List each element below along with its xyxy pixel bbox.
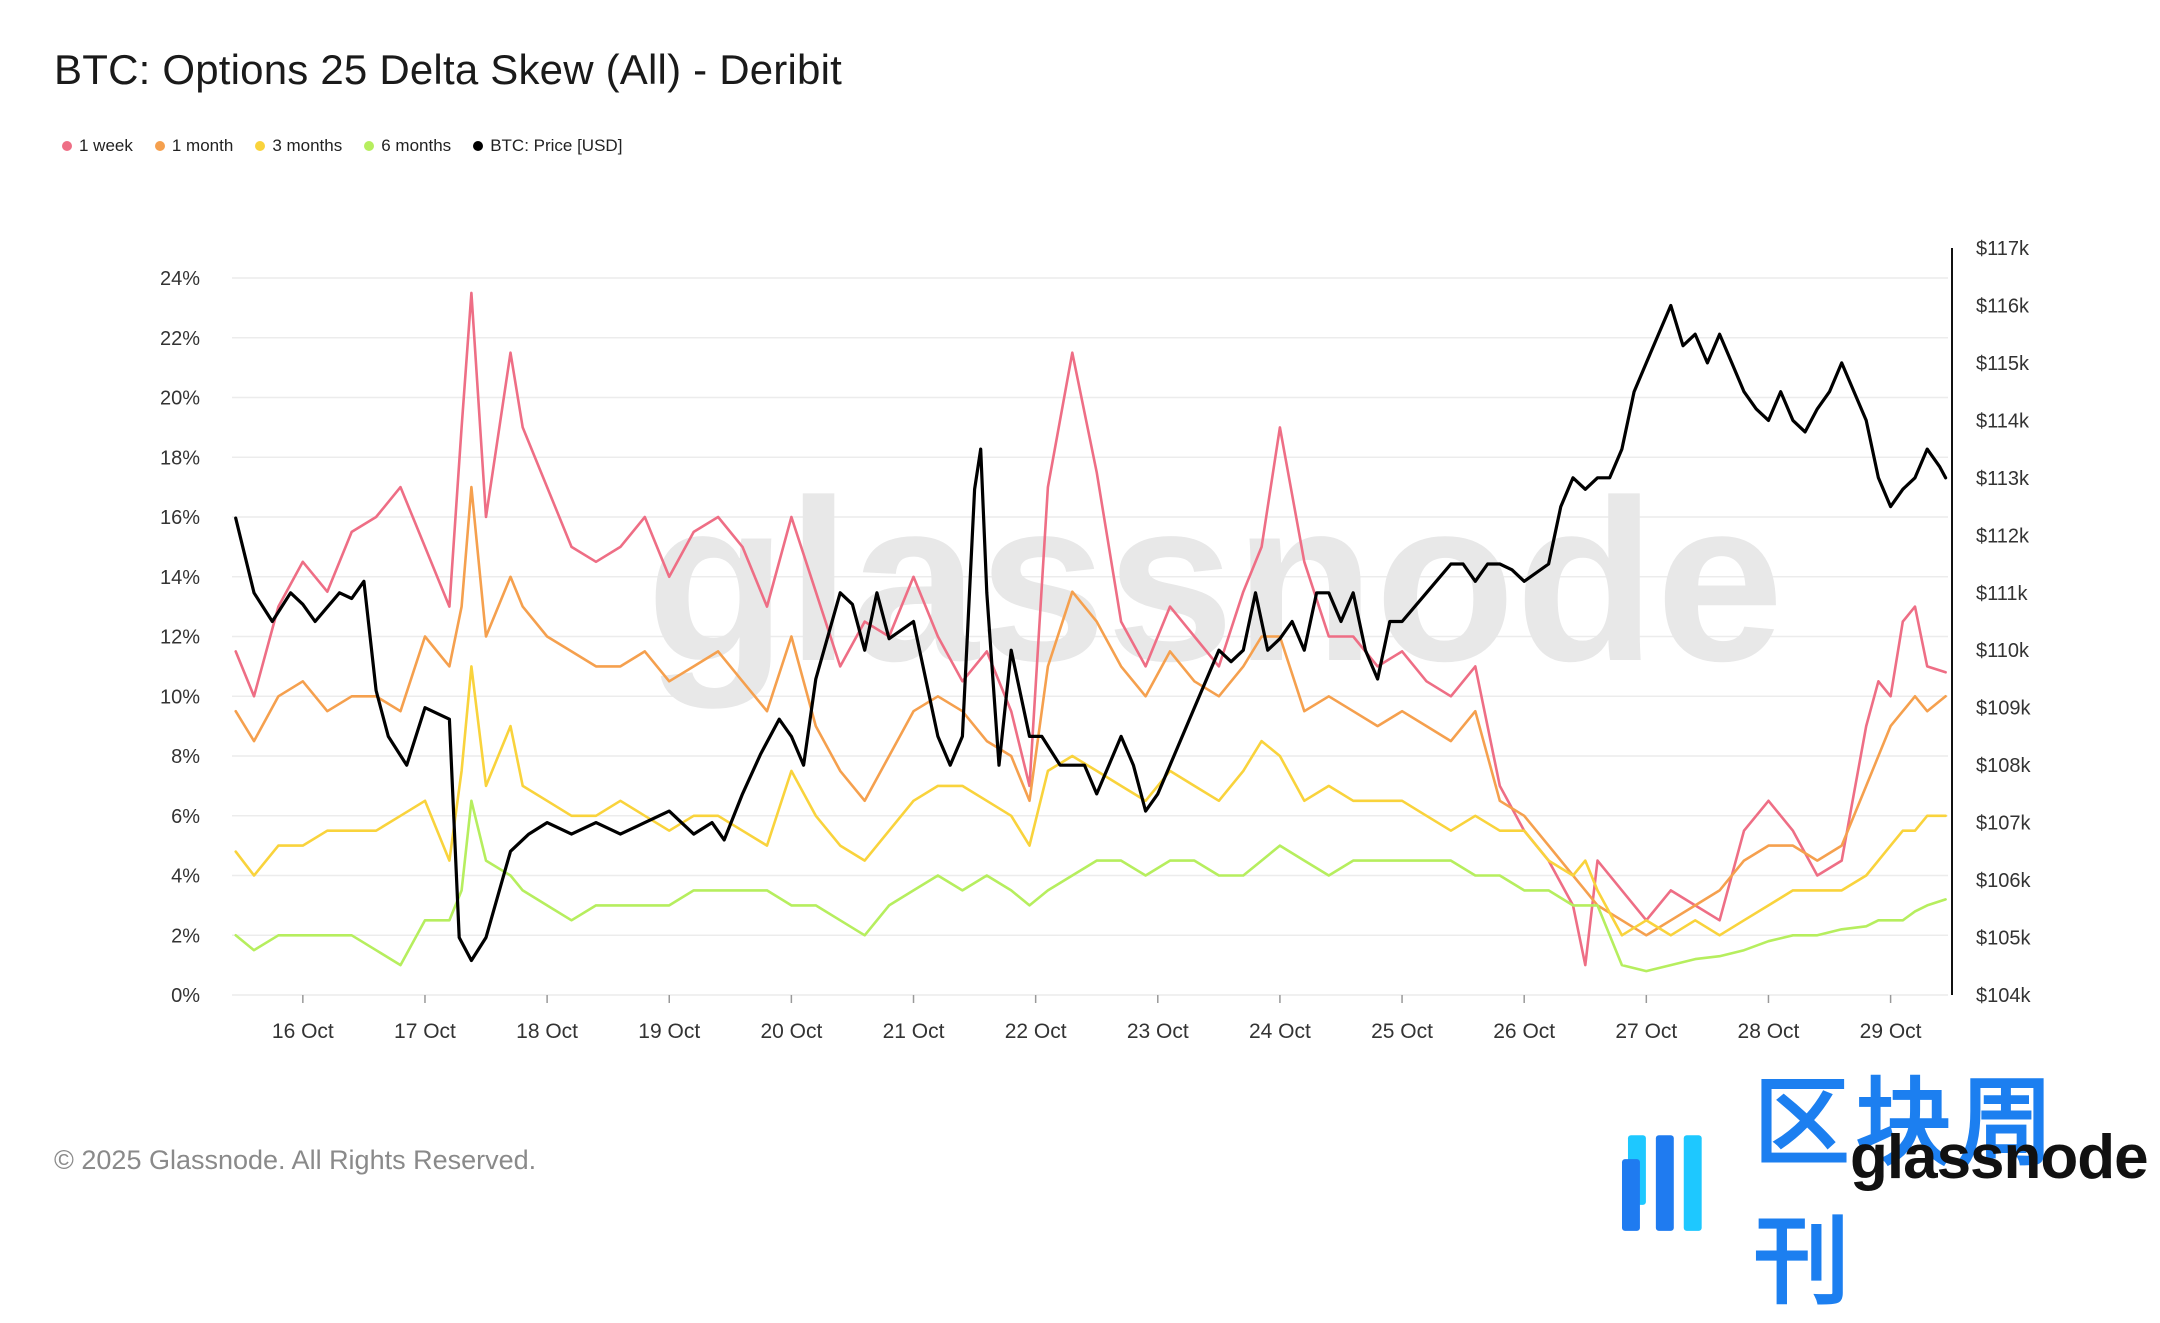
legend-label-btc-price: BTC: Price [USD] xyxy=(490,136,623,155)
y-right-tick-label: $104k xyxy=(1976,985,2031,1007)
series-line-btc-price-usd[interactable] xyxy=(234,303,1948,963)
legend-dot-3-months xyxy=(255,141,266,151)
legend-label-1-month: 1 month xyxy=(171,136,234,155)
legend: 1 week 1 month 3 months 6 months BTC: Pr… xyxy=(62,136,622,156)
y-axis-left: 0% 2% 4% 6% 8% 10% 12% 14% 16% 18% 20% 22% 24% xyxy=(160,268,200,1007)
legend-label-1-week: 1 week xyxy=(79,136,133,155)
x-tick-label: 28 Oct xyxy=(1738,1020,1800,1043)
legend-item-1-week[interactable]: 1 week xyxy=(62,136,133,156)
x-tick-label: 16 Oct xyxy=(272,1020,334,1043)
legend-label-6-months: 6 months xyxy=(381,136,452,155)
y-right-tick-label: $109k xyxy=(1976,698,2031,720)
series-line-1-month[interactable] xyxy=(234,485,1947,937)
y-left-tick-label: 0% xyxy=(171,985,200,1007)
y-axis-right: $104k $105k $106k $107k $108k $109k $110k $111k… xyxy=(1976,238,2031,1007)
copyright-footer: © 2025 Glassnode. All Rights Reserved. xyxy=(54,1145,537,1175)
legend-dot-1-week xyxy=(62,141,72,151)
series-line-3-months[interactable] xyxy=(234,665,1947,937)
y-left-tick-label: 16% xyxy=(160,507,200,529)
y-left-tick-label: 2% xyxy=(171,925,200,947)
x-tick-label: 22 Oct xyxy=(1005,1020,1067,1043)
x-tick-label: 23 Oct xyxy=(1127,1020,1189,1043)
y-right-tick-label: $115k xyxy=(1976,353,2030,375)
x-tick-label: 21 Oct xyxy=(883,1020,945,1043)
x-tick-label: 25 Oct xyxy=(1371,1020,1433,1043)
y-left-tick-label: 14% xyxy=(160,567,200,589)
y-left-tick-label: 4% xyxy=(171,866,200,888)
x-tick-label: 29 Oct xyxy=(1860,1020,1922,1043)
y-right-tick-label: $117k xyxy=(1976,238,2030,260)
y-right-tick-label: $108k xyxy=(1976,755,2031,777)
glassnode-logo-text: glassnode xyxy=(1850,1123,2149,1192)
chart-area: glassnode 0% 2% 4% 6% 8% 10% 12% 14% 16% 18% 20% 22… xyxy=(160,238,2032,1043)
y-left-tick-label: 8% xyxy=(171,746,200,768)
y-right-tick-label: $111k xyxy=(1976,583,2029,605)
series-line-1-week[interactable] xyxy=(234,291,1947,967)
legend-item-3-months[interactable]: 3 months xyxy=(255,136,342,156)
blockweekly-logo-mark-icon xyxy=(1621,1135,1702,1231)
y-left-tick-label: 10% xyxy=(160,686,200,708)
x-tick-label: 27 Oct xyxy=(1615,1020,1677,1043)
x-tick-label: 24 Oct xyxy=(1249,1020,1311,1043)
y-right-tick-label: $114k xyxy=(1976,410,2030,432)
y-right-tick-label: $110k xyxy=(1976,640,2030,662)
y-left-tick-label: 24% xyxy=(160,268,200,290)
x-tick-label: 18 Oct xyxy=(516,1020,578,1043)
y-right-tick-label: $106k xyxy=(1976,870,2031,892)
y-left-tick-label: 18% xyxy=(160,447,200,469)
legend-dot-6-months xyxy=(364,141,375,151)
x-axis: 16 Oct 17 Oct 18 Oct 19 Oct 20 Oct 21 Oct 22 O… xyxy=(272,995,1922,1043)
x-tick-label: 19 Oct xyxy=(638,1020,700,1043)
x-tick-label: 26 Oct xyxy=(1493,1020,1555,1043)
legend-item-btc-price[interactable]: BTC: Price [USD] xyxy=(473,136,622,156)
legend-dot-1-month xyxy=(154,141,165,151)
gridlines xyxy=(232,277,1948,996)
y-left-tick-label: 6% xyxy=(171,806,200,828)
chart-title: BTC: Options 25 Delta Skew (All) - Derib… xyxy=(54,46,842,93)
legend-label-3-months: 3 months xyxy=(272,136,343,155)
y-left-tick-label: 20% xyxy=(160,388,200,410)
series-lines xyxy=(234,291,1948,973)
x-tick-label: 20 Oct xyxy=(760,1020,822,1043)
y-right-tick-label: $113k xyxy=(1976,468,2030,490)
legend-dot-btc-price xyxy=(473,141,484,151)
y-right-tick-label: $116k xyxy=(1976,295,2030,317)
legend-item-6-months[interactable]: 6 months xyxy=(364,136,451,156)
watermark: glassnode xyxy=(646,452,1784,709)
y-left-tick-label: 22% xyxy=(160,328,200,350)
legend-item-1-month[interactable]: 1 month xyxy=(154,136,234,156)
y-left-tick-label: 12% xyxy=(160,627,200,649)
y-right-tick-label: $107k xyxy=(1976,813,2031,835)
y-right-tick-label: $112k xyxy=(1976,525,2030,547)
x-tick-label: 17 Oct xyxy=(394,1020,456,1043)
y-right-tick-label: $105k xyxy=(1976,928,2031,950)
series-line-6-months[interactable] xyxy=(234,799,1947,973)
